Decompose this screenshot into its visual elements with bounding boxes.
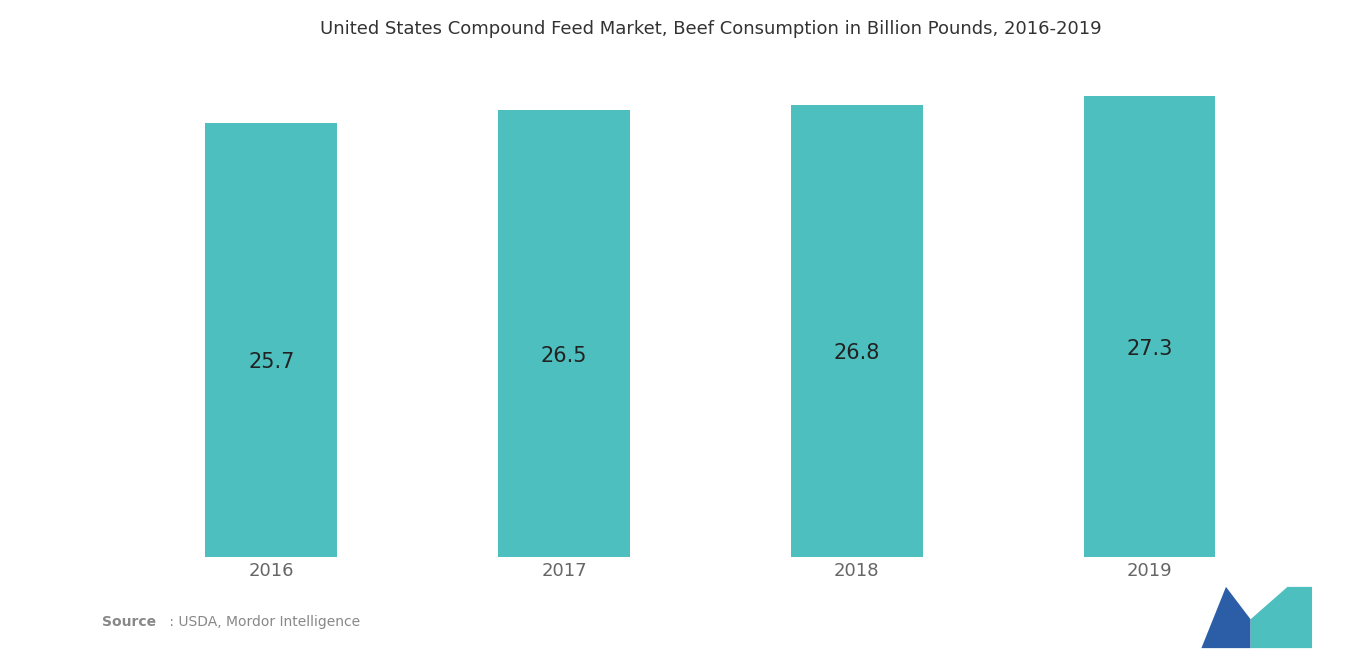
Bar	[499, 109, 630, 557]
Text: : USDA, Mordor Intelligence: : USDA, Mordor Intelligence	[165, 615, 361, 629]
Title: United States Compound Feed Market, Beef Consumption in Billion Pounds, 2016-201: United States Compound Feed Market, Beef…	[320, 20, 1101, 38]
Text: 27.3: 27.3	[1126, 339, 1172, 360]
Text: 25.7: 25.7	[249, 352, 295, 371]
Bar	[205, 123, 337, 557]
Polygon shape	[1251, 587, 1313, 648]
Bar	[1083, 96, 1216, 557]
Polygon shape	[1202, 587, 1251, 648]
Bar	[791, 105, 922, 557]
Text: Source: Source	[102, 615, 157, 629]
Text: 26.5: 26.5	[541, 346, 587, 365]
Text: 26.8: 26.8	[833, 343, 880, 364]
